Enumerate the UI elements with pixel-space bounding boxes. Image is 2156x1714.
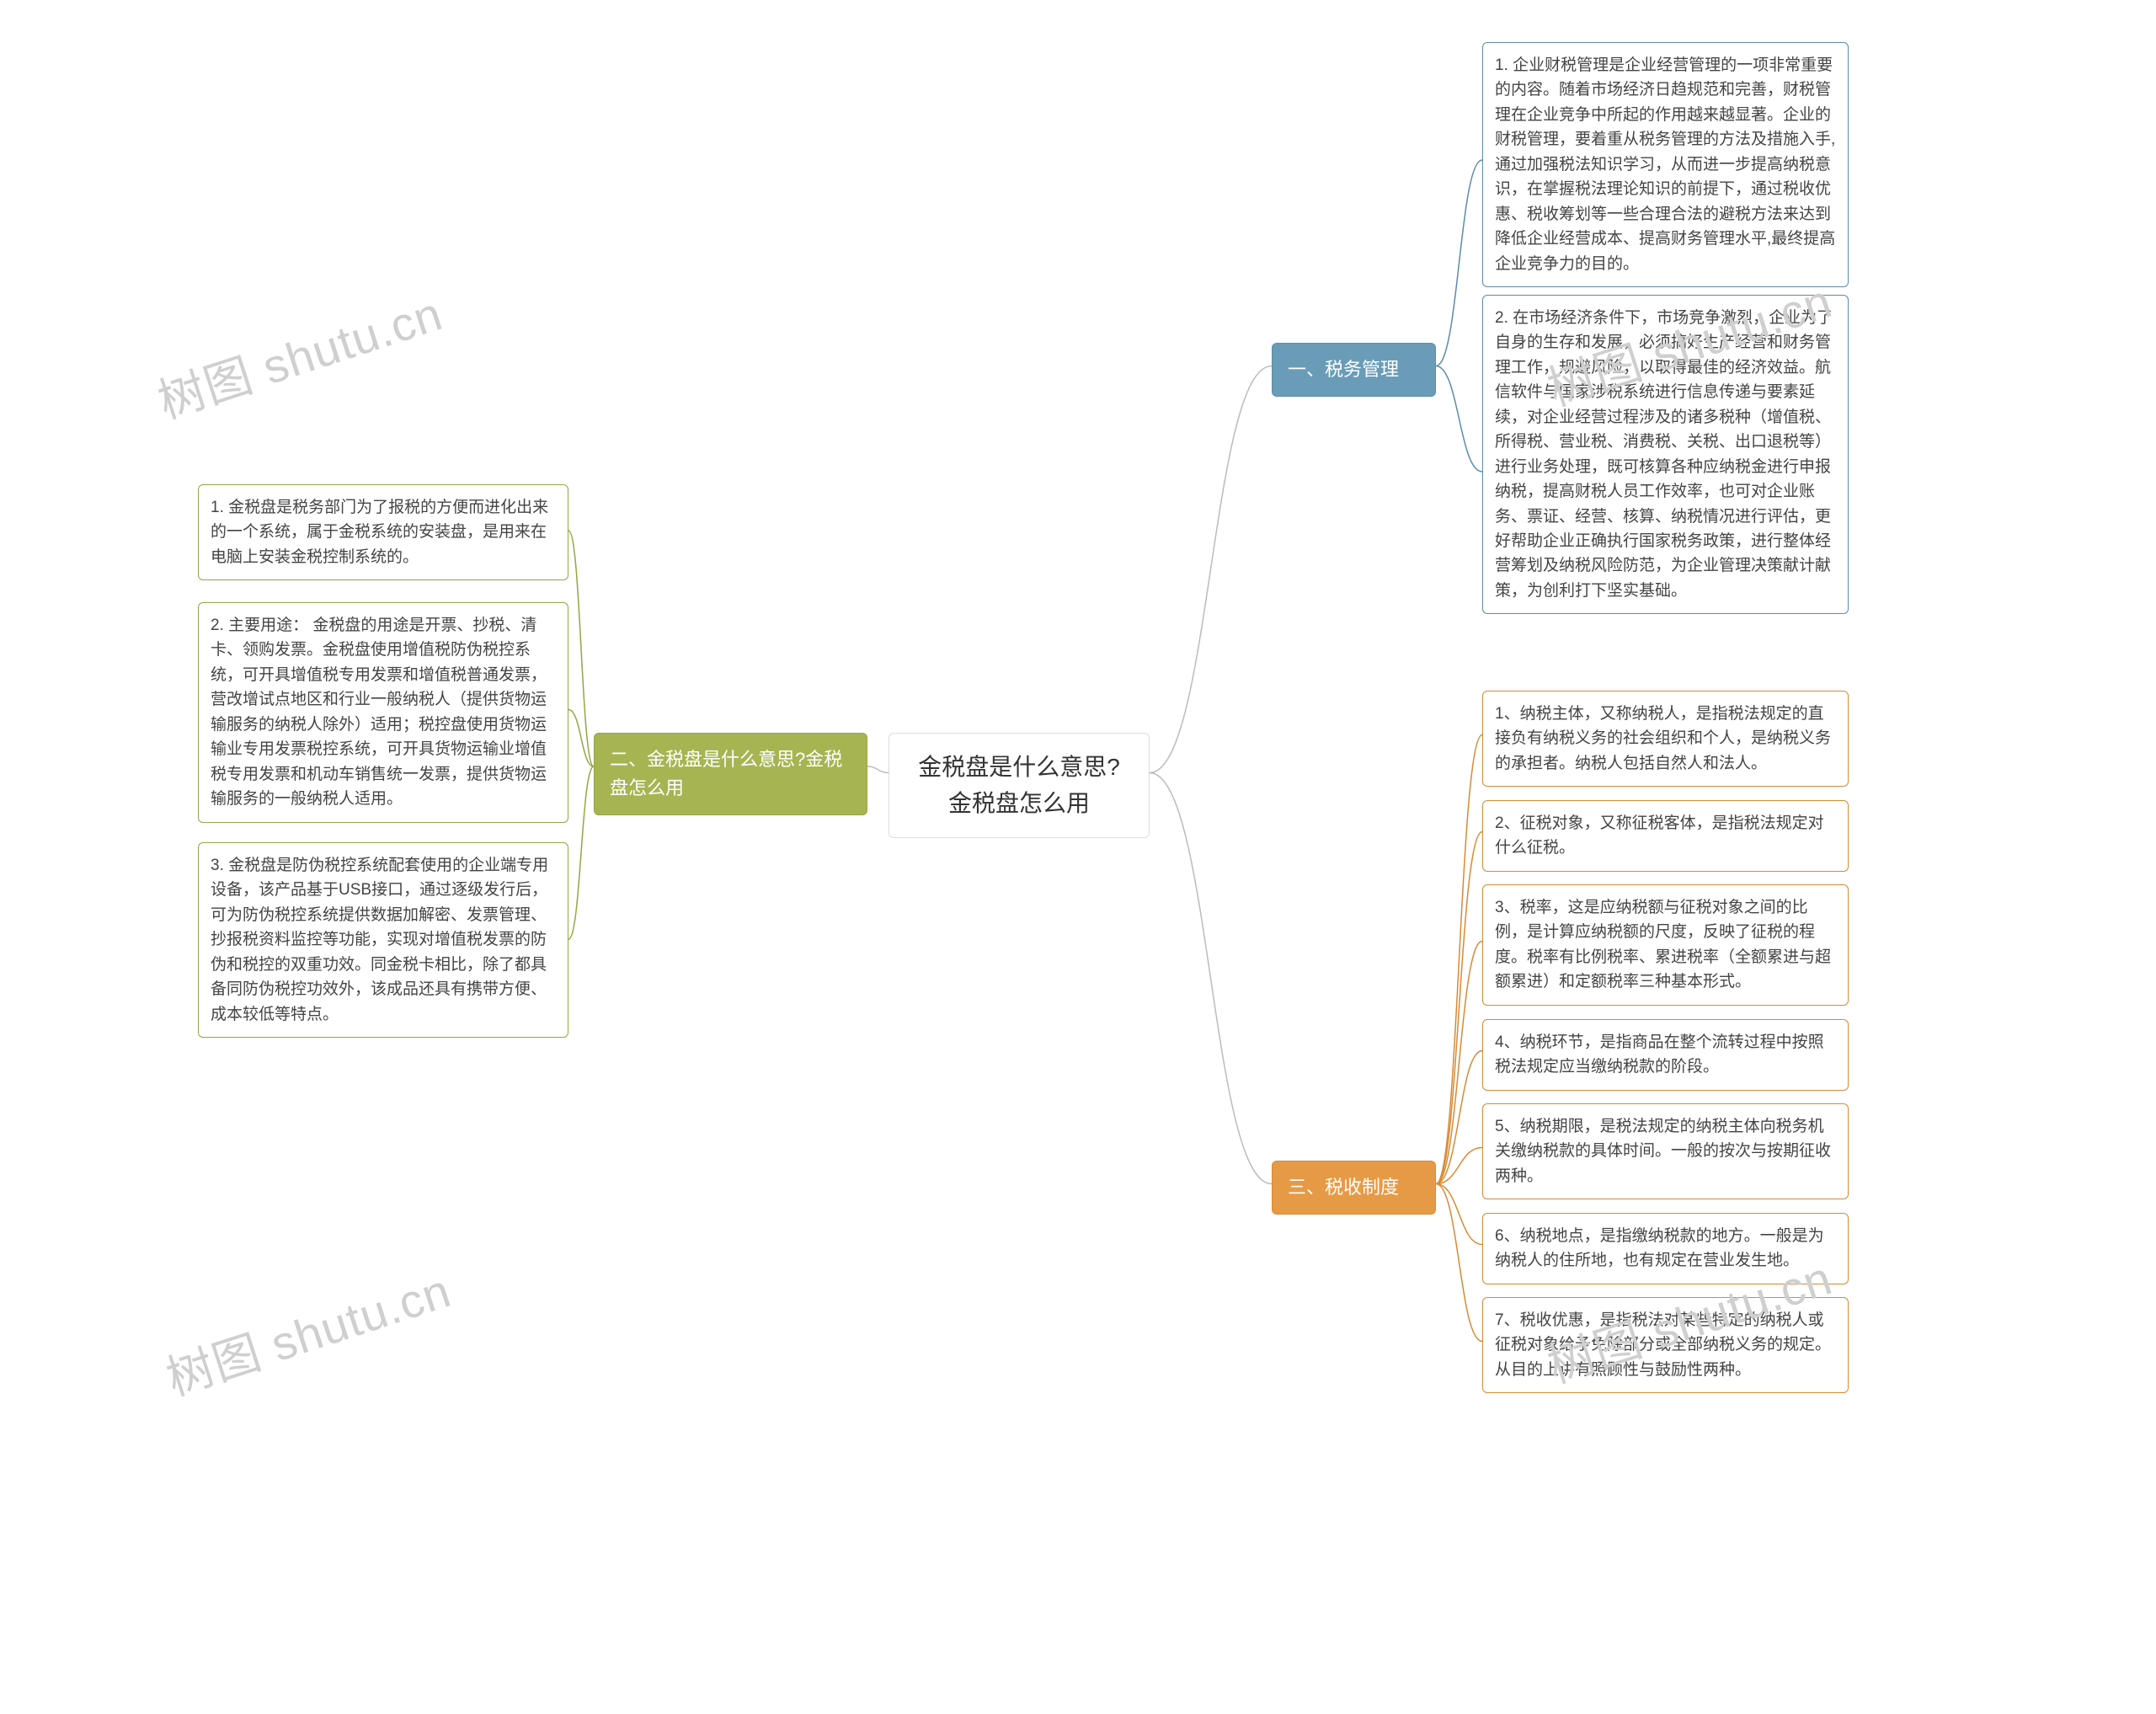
- leaf-b3-6: 6、纳税地点，是指缴纳税款的地方。一般是为纳税人的住所地，也有规定在营业发生地。: [1482, 1213, 1849, 1284]
- watermark: 树图 shutu.cn: [148, 276, 450, 432]
- branch-tax-system: 三、税收制度: [1272, 1161, 1436, 1215]
- leaf-b3-5: 5、纳税期限，是税法规定的纳税主体向税务机关缴纳税款的具体时间。一般的按次与按期…: [1482, 1103, 1849, 1199]
- leaf-b2-1: 1. 金税盘是税务部门为了报税的方便而进化出来的一个系统，属于金税系统的安装盘，…: [198, 484, 568, 580]
- leaf-b2-2: 2. 主要用途： 金税盘的用途是开票、抄税、清卡、领购发票。金税盘使用增值税防伪…: [198, 602, 568, 823]
- leaf-b1-1: 1. 企业财税管理是企业经营管理的一项非常重要的内容。随着市场经济日趋规范和完善…: [1482, 42, 1849, 287]
- branch-usage: 二、金税盘是什么意思?金税盘怎么用: [594, 733, 867, 815]
- leaf-b3-1: 1、纳税主体，又称纳税人，是指税法规定的直接负有纳税义务的社会组织和个人，是纳税…: [1482, 691, 1849, 787]
- leaf-b1-2: 2. 在市场经济条件下，市场竞争激烈，企业为了自身的生存和发展，必须搞好生产经营…: [1482, 295, 1849, 614]
- leaf-b3-7: 7、税收优惠，是指税法对某些特定的纳税人或征税对象给予免除部分或全部纳税义务的规…: [1482, 1297, 1849, 1393]
- branch-tax-management: 一、税务管理: [1272, 343, 1436, 397]
- mindmap-canvas: 金税盘是什么意思?金税盘怎么用 一、税务管理 1. 企业财税管理是企业经营管理的一项…: [0, 0, 2156, 1714]
- root-node: 金税盘是什么意思?金税盘怎么用: [889, 733, 1150, 838]
- leaf-b3-4: 4、纳税环节，是指商品在整个流转过程中按照税法规定应当缴纳税款的阶段。: [1482, 1019, 1849, 1091]
- watermark: 树图 shutu.cn: [157, 1253, 458, 1409]
- leaf-b2-3: 3. 金税盘是防伪税控系统配套使用的企业端专用设备，该产品基于USB接口，通过逐…: [198, 842, 568, 1038]
- leaf-b3-3: 3、税率，这是应纳税额与征税对象之间的比例，是计算应纳税额的尺度，反映了征税的程…: [1482, 884, 1849, 1006]
- leaf-b3-2: 2、征税对象，又称征税客体，是指税法规定对什么征税。: [1482, 800, 1849, 872]
